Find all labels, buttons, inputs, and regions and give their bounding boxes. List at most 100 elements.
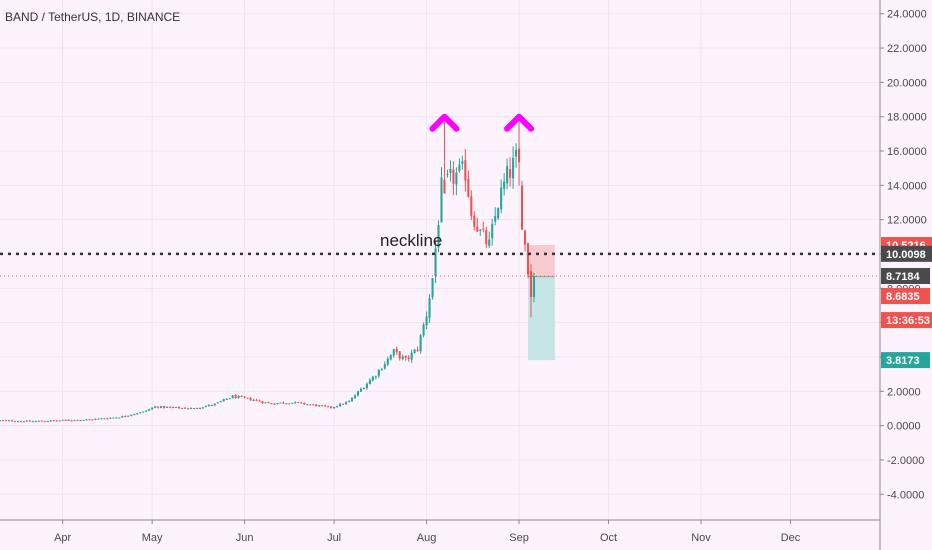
candle-body xyxy=(315,404,318,407)
candle-body xyxy=(497,208,500,219)
candle-body xyxy=(91,419,94,421)
candle-body xyxy=(362,388,365,390)
price-tag xyxy=(881,267,930,284)
candle-body xyxy=(186,408,189,410)
candle-body xyxy=(407,357,410,359)
candle-body xyxy=(246,397,249,399)
candle-body xyxy=(339,403,342,407)
candle-body xyxy=(133,414,136,416)
candle-body xyxy=(368,379,371,385)
candle-body xyxy=(285,403,288,405)
candle-body xyxy=(61,419,64,421)
candle-body xyxy=(389,355,392,360)
candle-body xyxy=(19,421,22,423)
x-tick-label: Aug xyxy=(417,532,437,544)
x-tick-label: Sep xyxy=(509,532,529,544)
candle-body xyxy=(219,401,222,403)
peak-marker xyxy=(429,113,460,132)
time-axis[interactable]: Apr May Jun Jul Aug Sep Oct Nov Dec xyxy=(54,520,801,544)
candle-body xyxy=(518,148,521,163)
x-tick-label: Oct xyxy=(600,532,617,544)
candle-body xyxy=(440,177,443,223)
candle-body xyxy=(446,173,449,175)
candle-body xyxy=(124,416,127,418)
candle-body xyxy=(166,406,169,408)
candle-body xyxy=(103,418,106,420)
price-tag-label: 3.8173 xyxy=(886,355,920,367)
candle-body xyxy=(380,369,383,371)
candle-body xyxy=(231,395,234,399)
candle-body xyxy=(312,404,315,406)
y-tick-label: 20.0000 xyxy=(887,77,927,89)
candle-body xyxy=(350,397,354,402)
candle-body xyxy=(49,420,52,422)
candle-body xyxy=(25,420,28,422)
candle-body xyxy=(512,157,515,179)
price-tag-label: 10.0098 xyxy=(886,249,926,261)
candle-body xyxy=(192,408,195,410)
candle-body xyxy=(321,405,324,407)
candle-body xyxy=(249,398,252,401)
candle-body xyxy=(112,417,115,419)
candle-body xyxy=(4,420,8,422)
price-tag-label: 8.7184 xyxy=(886,271,921,283)
candle-body xyxy=(216,402,219,404)
candle-body xyxy=(273,403,276,405)
take-profit-zone xyxy=(528,276,555,361)
candle-body xyxy=(240,396,243,398)
candle-body xyxy=(76,420,79,422)
candle-body xyxy=(255,399,258,401)
candle-body xyxy=(70,420,73,422)
candle-body xyxy=(64,419,67,421)
candle-body xyxy=(145,410,148,412)
candle-body xyxy=(180,407,184,409)
candle-body xyxy=(515,149,518,157)
candle-body xyxy=(532,275,536,297)
candle-body xyxy=(336,406,339,408)
candle-body xyxy=(297,402,300,404)
candle-body xyxy=(342,403,345,405)
candle-body xyxy=(359,388,362,392)
candle-body xyxy=(455,172,458,185)
x-tick-label: Jul xyxy=(327,532,341,544)
candle-body xyxy=(520,185,524,230)
candle-body xyxy=(163,405,166,408)
candle-body xyxy=(79,420,82,422)
y-tick-label: 16.0000 xyxy=(887,146,927,158)
candle-body xyxy=(234,395,237,399)
candle-body xyxy=(318,405,321,407)
candle-body xyxy=(503,181,506,189)
x-tick-label: May xyxy=(142,532,163,544)
candle-body xyxy=(174,407,178,409)
candle-body xyxy=(264,402,267,404)
price-tag xyxy=(881,288,930,305)
y-tick-label: 2.0000 xyxy=(887,386,921,398)
candle-body xyxy=(228,398,231,400)
candle-body xyxy=(13,421,16,423)
candle-body xyxy=(52,420,55,422)
price-tag xyxy=(881,245,932,262)
candle-body xyxy=(398,351,401,359)
candle-body xyxy=(276,403,279,405)
candle-body xyxy=(109,417,112,419)
candle-body xyxy=(333,407,336,409)
candle-body xyxy=(488,239,491,246)
x-tick-label: Dec xyxy=(781,532,801,544)
position-box xyxy=(528,245,555,361)
candle-body xyxy=(195,408,198,410)
candle-body xyxy=(523,230,527,245)
candle-body xyxy=(31,421,34,423)
candle-body xyxy=(106,418,109,420)
candle-body xyxy=(434,248,437,276)
candle-body xyxy=(479,229,482,231)
candle-body xyxy=(291,402,294,404)
candle-body xyxy=(303,402,306,405)
candle-body xyxy=(413,349,416,354)
candle-body xyxy=(470,196,473,216)
y-tick-label: 24.0000 xyxy=(887,9,927,21)
candle-body xyxy=(85,419,88,421)
y-tick-label: 22.0000 xyxy=(887,43,927,55)
candle-body xyxy=(0,420,2,422)
